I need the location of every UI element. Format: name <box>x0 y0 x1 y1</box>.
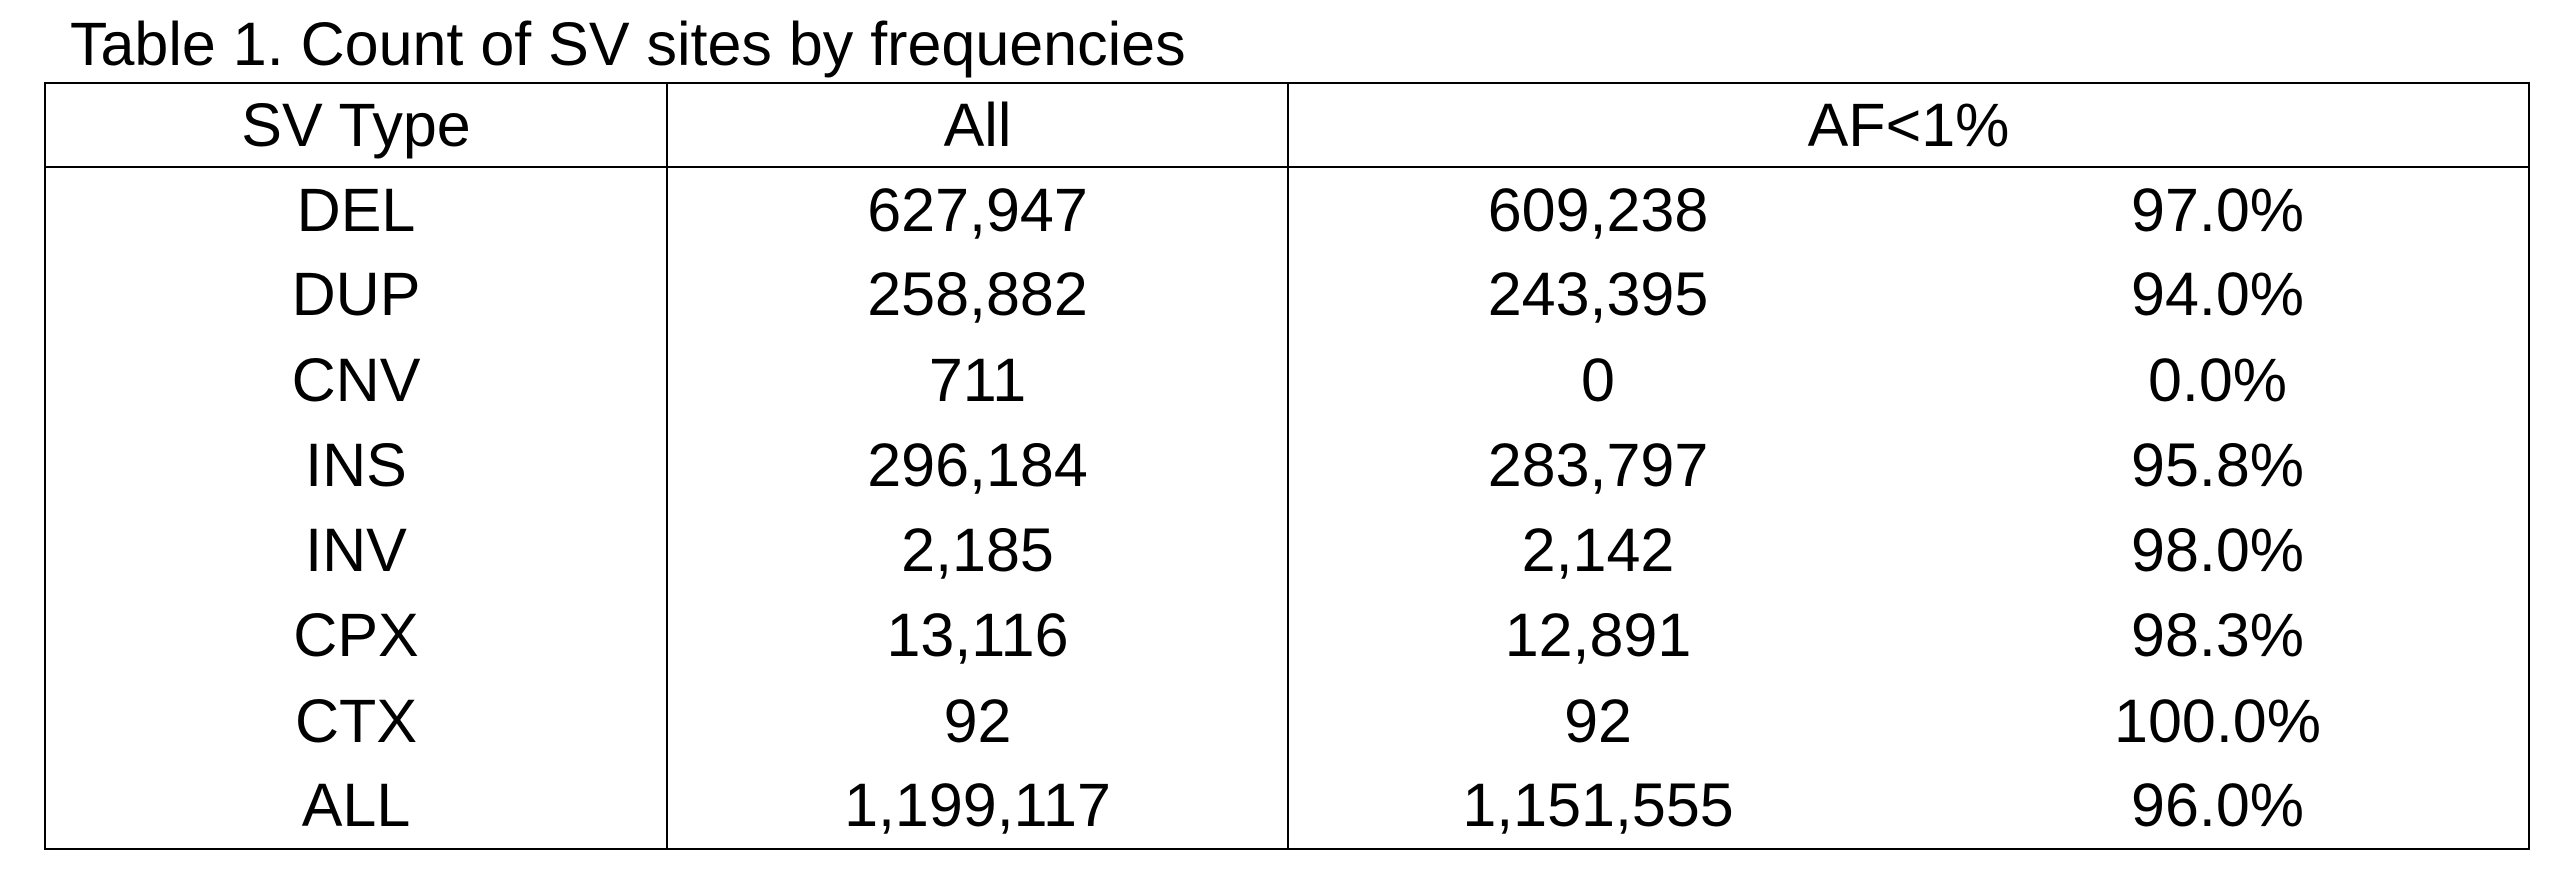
cell-sv-type: CNV <box>44 337 668 423</box>
cell-sv-type: CPX <box>44 593 668 679</box>
sv-frequency-table: SV Type All AF<1% DEL 627,947 609,238 97… <box>44 82 2530 851</box>
cell-all: 1,199,117 <box>666 763 1289 851</box>
cell-sv-type: INV <box>44 508 668 594</box>
table-row-total: ALL 1,199,117 1,151,555 96.0% <box>44 763 2530 851</box>
table-row: DEL 627,947 609,238 97.0% <box>44 167 2530 253</box>
cell-sv-type: CTX <box>44 678 668 764</box>
cell-sv-type: INS <box>44 422 668 508</box>
cell-af-percent: 95.8% <box>1907 422 2530 508</box>
cell-af-count: 2,142 <box>1287 508 1907 594</box>
cell-af-percent: 98.0% <box>1907 508 2530 594</box>
cell-sv-type: DEL <box>44 167 668 253</box>
cell-af-count: 1,151,555 <box>1287 763 1907 851</box>
cell-af-percent: 94.0% <box>1907 252 2530 338</box>
cell-af-count: 283,797 <box>1287 422 1907 508</box>
cell-af-count: 609,238 <box>1287 167 1907 253</box>
cell-all: 296,184 <box>666 422 1289 508</box>
table-row: CNV 711 0 0.0% <box>44 337 2530 423</box>
cell-all: 13,116 <box>666 593 1289 679</box>
cell-all: 92 <box>666 678 1289 764</box>
cell-af-count: 243,395 <box>1287 252 1907 338</box>
cell-af-percent: 0.0% <box>1907 337 2530 423</box>
table-row: INS 296,184 283,797 95.8% <box>44 422 2530 508</box>
cell-af-percent: 100.0% <box>1907 678 2530 764</box>
cell-af-percent: 97.0% <box>1907 167 2530 253</box>
header-sv-type: SV Type <box>44 82 668 168</box>
cell-af-count: 0 <box>1287 337 1907 423</box>
cell-all: 627,947 <box>666 167 1289 253</box>
cell-all: 258,882 <box>666 252 1289 338</box>
table-row: INV 2,185 2,142 98.0% <box>44 508 2530 594</box>
table-row: CTX 92 92 100.0% <box>44 678 2530 764</box>
cell-sv-type: DUP <box>44 252 668 338</box>
header-af-lt-1pct: AF<1% <box>1287 82 2530 168</box>
cell-af-percent: 98.3% <box>1907 593 2530 679</box>
cell-sv-type: ALL <box>44 763 668 851</box>
cell-all: 711 <box>666 337 1289 423</box>
header-row: SV Type All AF<1% <box>44 82 2530 168</box>
header-all: All <box>666 82 1289 168</box>
cell-all: 2,185 <box>666 508 1289 594</box>
table-row: CPX 13,116 12,891 98.3% <box>44 593 2530 679</box>
cell-af-percent: 96.0% <box>1907 763 2530 851</box>
table-row: DUP 258,882 243,395 94.0% <box>44 252 2530 338</box>
table-caption: Table 1. Count of SV sites by frequencie… <box>70 10 1186 78</box>
cell-af-count: 92 <box>1287 678 1907 764</box>
cell-af-count: 12,891 <box>1287 593 1907 679</box>
